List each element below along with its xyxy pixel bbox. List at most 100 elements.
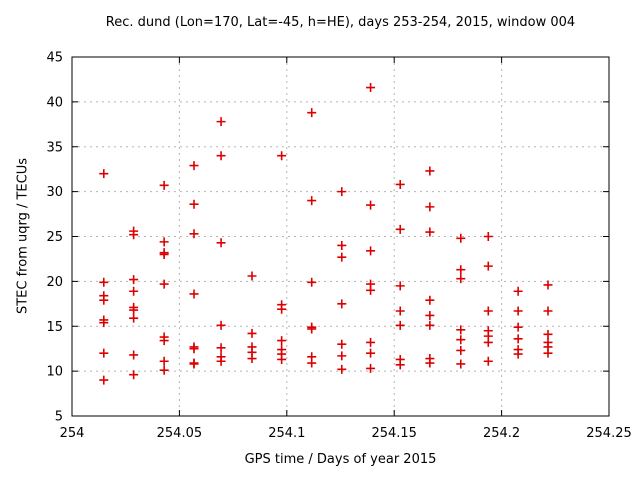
data-point-marker: [159, 237, 169, 247]
y-tick-label: 5: [55, 410, 63, 425]
data-point-marker: [395, 179, 405, 189]
data-point-marker: [277, 151, 287, 161]
data-point-marker: [99, 348, 109, 358]
data-point-marker: [337, 252, 347, 262]
data-point-marker: [129, 350, 139, 360]
data-point-marker: [395, 306, 405, 316]
data-point-marker: [159, 249, 169, 259]
data-point-marker: [483, 356, 493, 366]
data-point-marker: [99, 295, 109, 305]
data-point-marker: [189, 344, 199, 354]
data-point-marker: [307, 324, 317, 334]
data-point-marker: [129, 275, 139, 285]
data-point-marker: [513, 334, 523, 344]
data-point-marker: [99, 277, 109, 287]
data-point-marker: [366, 200, 376, 210]
data-point-marker: [129, 230, 139, 240]
data-point-marker: [483, 306, 493, 316]
data-point-marker: [425, 295, 435, 305]
data-point-marker: [159, 180, 169, 190]
data-point-marker: [337, 339, 347, 349]
y-tick-label: 10: [46, 365, 63, 380]
data-point-marker: [395, 320, 405, 330]
data-point-marker: [543, 306, 553, 316]
x-tick-label: 254.05: [157, 426, 203, 441]
data-point-marker: [337, 351, 347, 361]
data-point-marker: [189, 161, 199, 171]
data-point-marker: [483, 232, 493, 241]
data-point-marker: [216, 320, 226, 330]
data-point-marker: [337, 240, 347, 250]
data-point-marker: [247, 354, 257, 364]
data-point-marker: [216, 117, 226, 127]
data-point-marker: [216, 343, 226, 353]
data-point-marker: [456, 359, 466, 369]
data-point-marker: [307, 358, 317, 368]
data-point-marker: [189, 229, 199, 239]
data-point-marker: [159, 336, 169, 346]
x-tick-label: 254.1: [268, 426, 305, 441]
data-point-marker: [513, 306, 523, 316]
y-axis-label: STEC from uqrg / TECUs: [15, 157, 31, 315]
data-point-marker: [159, 365, 169, 375]
data-point-marker: [216, 238, 226, 248]
data-point-marker: [337, 364, 347, 374]
data-point-marker: [277, 304, 287, 314]
data-point-marker: [425, 227, 435, 237]
data-point-marker: [189, 359, 199, 369]
data-point-marker: [543, 329, 553, 339]
data-point-marker: [483, 261, 493, 271]
data-point-marker: [307, 108, 317, 118]
data-point-marker: [159, 279, 169, 289]
x-tick-label: 254.2: [483, 426, 520, 441]
data-point-marker: [366, 246, 376, 256]
data-point-marker: [456, 265, 466, 275]
data-point-marker: [337, 299, 347, 309]
data-point-marker: [129, 305, 139, 315]
y-tick-label: 25: [46, 230, 63, 245]
data-point-marker: [425, 358, 435, 368]
data-point-marker: [425, 202, 435, 212]
data-point-marker: [395, 360, 405, 370]
data-point-marker: [456, 325, 466, 335]
x-tick-label: 254.15: [371, 426, 417, 441]
data-point-marker: [543, 348, 553, 358]
data-point-marker: [307, 196, 317, 206]
y-tick-label: 40: [46, 95, 63, 110]
x-axis-label: GPS time / Days of year 2015: [244, 452, 437, 467]
y-tick-label: 30: [46, 185, 63, 200]
data-point-marker: [216, 151, 226, 161]
data-point-marker: [395, 281, 405, 291]
data-point-marker: [425, 310, 435, 320]
y-tick-label: 45: [46, 51, 63, 66]
data-point-marker: [366, 285, 376, 295]
data-point-marker: [129, 313, 139, 323]
data-point-marker: [277, 354, 287, 364]
data-point-marker: [425, 166, 435, 176]
y-tick-label: 20: [46, 275, 63, 290]
data-point-marker: [99, 318, 109, 328]
data-point-marker: [425, 320, 435, 330]
data-point-marker: [189, 199, 199, 209]
data-point-marker: [99, 375, 109, 385]
data-point-marker: [189, 289, 199, 299]
data-point-marker: [513, 286, 523, 296]
data-point-marker: [395, 224, 405, 234]
data-point-marker: [456, 274, 466, 284]
data-point-marker: [277, 336, 287, 346]
x-tick-label: 254.25: [586, 426, 632, 441]
y-tick-label: 35: [46, 140, 63, 155]
data-point-marker: [129, 286, 139, 296]
data-point-marker: [456, 335, 466, 345]
data-point-marker: [543, 280, 553, 290]
data-point-marker: [366, 348, 376, 358]
data-point-marker: [99, 169, 109, 179]
data-point-marker: [366, 337, 376, 347]
x-tick-label: 254: [60, 426, 85, 441]
chart-title: Rec. dund (Lon=170, Lat=-45, h=HE), days…: [105, 15, 576, 30]
y-tick-label: 15: [46, 320, 63, 335]
data-point-marker: [129, 370, 139, 380]
data-point-marker: [456, 233, 466, 243]
